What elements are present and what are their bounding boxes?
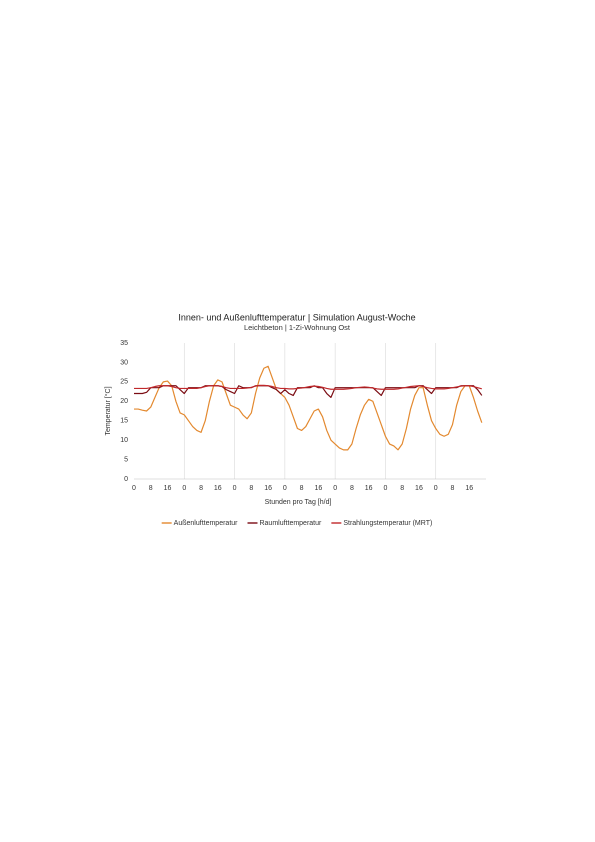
- x-tick-label: 8: [199, 485, 203, 492]
- y-axis-label: Temperatur [°C]: [104, 386, 112, 435]
- series-line: [134, 365, 483, 451]
- x-tick-label: 0: [182, 485, 186, 492]
- x-tick-label: 16: [164, 485, 172, 492]
- y-tick-label: 5: [124, 456, 128, 463]
- x-axis-label: Stunden pro Tag [h/d]: [265, 499, 332, 506]
- x-tick-label: 8: [400, 485, 404, 492]
- x-tick-label: 0: [132, 485, 136, 492]
- y-tick-label: 30: [120, 359, 128, 366]
- series-line: [134, 384, 482, 390]
- y-tick-label: 35: [120, 340, 128, 347]
- y-tick-label: 25: [120, 379, 128, 386]
- x-tick-label: 0: [383, 485, 387, 492]
- y-tick-label: 0: [124, 476, 128, 483]
- x-tick-label: 0: [283, 485, 287, 492]
- x-tick-label: 16: [314, 485, 322, 492]
- chart-subtitle: Leichtbeton | 1-Zi-Wohnung Ost: [244, 323, 351, 332]
- legend-label: Außenlufttemperatur: [174, 520, 238, 527]
- y-tick-label: 15: [120, 418, 128, 425]
- x-tick-label: 16: [264, 485, 272, 492]
- chart-title: Innen- und Außenlufttemperatur | Simulat…: [178, 312, 415, 322]
- y-tick-label: 10: [120, 437, 128, 444]
- x-tick-label: 8: [249, 485, 253, 492]
- x-tick-label: 16: [365, 485, 373, 492]
- x-tick-label: 8: [300, 485, 304, 492]
- x-tick-label: 0: [233, 485, 237, 492]
- y-tick-label: 20: [120, 398, 128, 405]
- x-tick-label: 8: [451, 485, 455, 492]
- x-tick-label: 16: [214, 485, 222, 492]
- x-tick-label: 8: [149, 485, 153, 492]
- x-tick-label: 0: [333, 485, 337, 492]
- x-tick-label: 16: [465, 485, 473, 492]
- x-tick-label: 16: [415, 485, 423, 492]
- x-tick-label: 8: [350, 485, 354, 492]
- legend-label: Strahlungstemperatur (MRT): [343, 520, 432, 527]
- legend-label: Raumlufttemperatur: [259, 520, 322, 527]
- x-tick-label: 0: [434, 485, 438, 492]
